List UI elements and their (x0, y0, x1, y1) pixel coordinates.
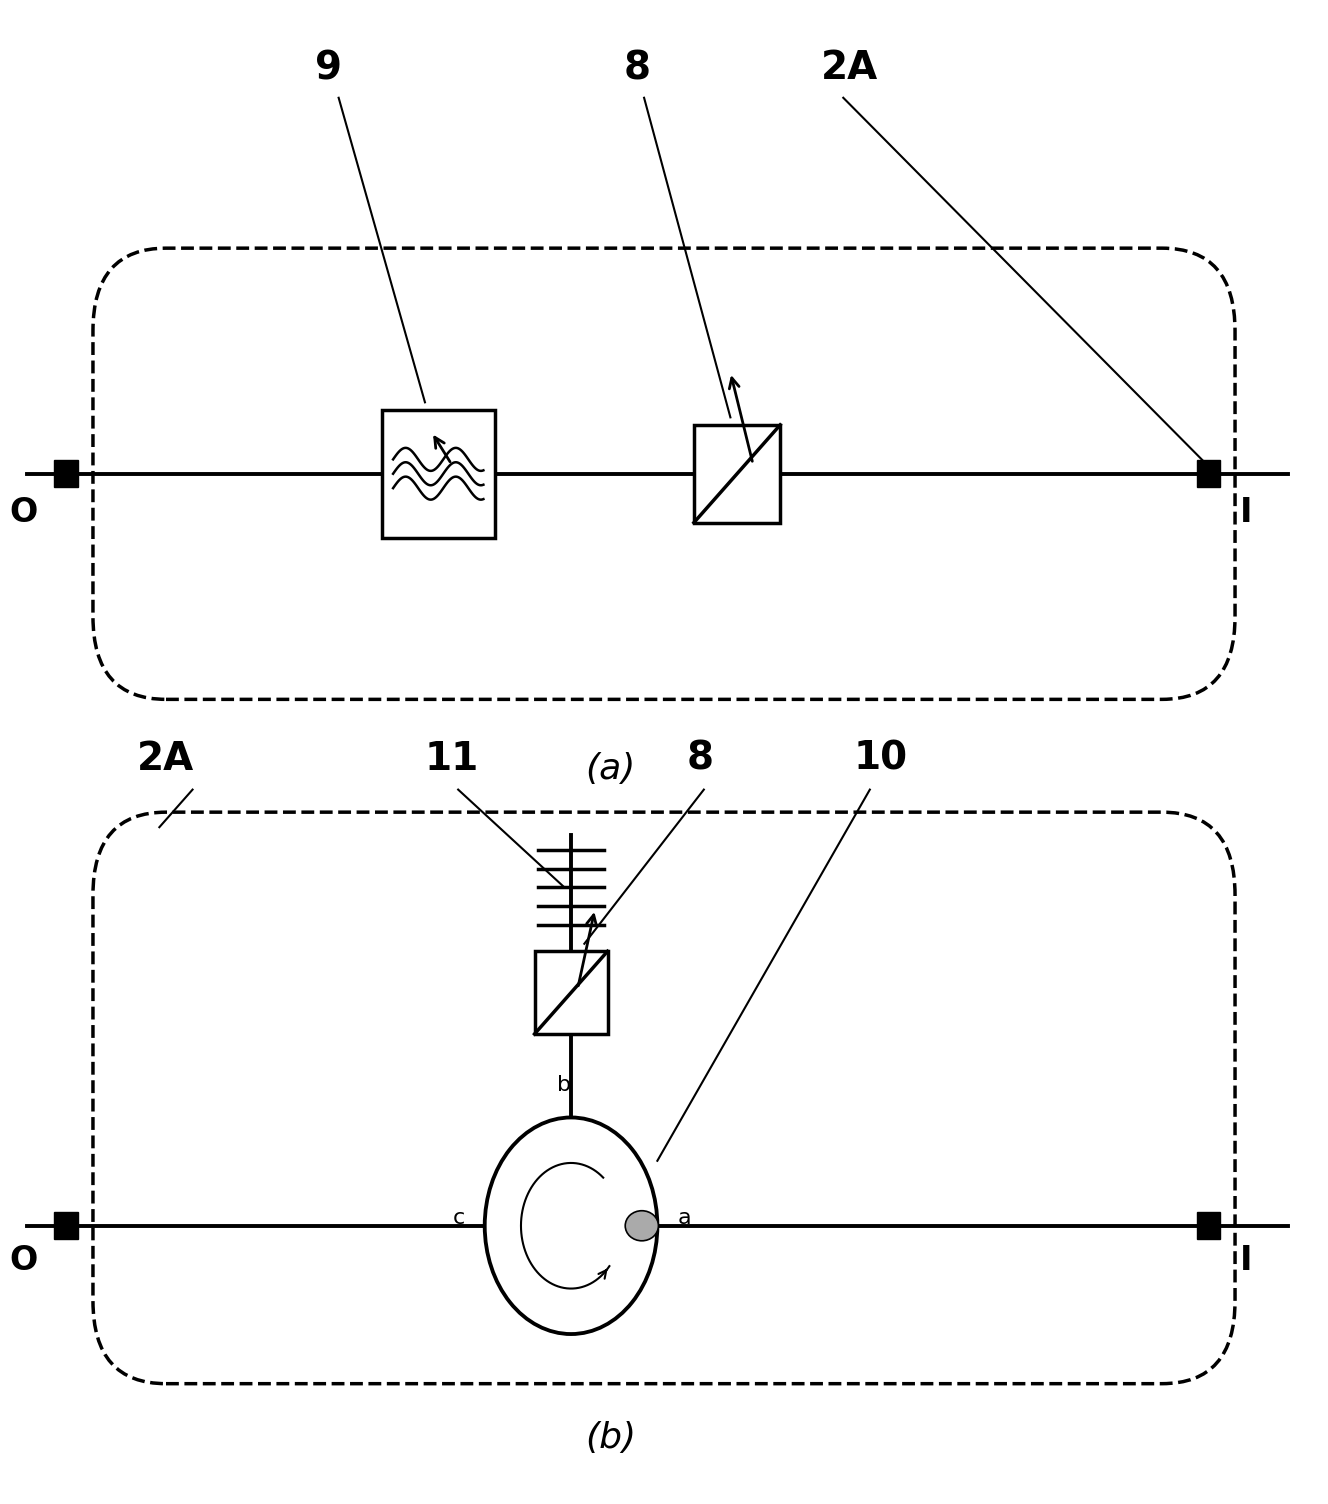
Text: 2A: 2A (137, 740, 195, 778)
Text: b: b (558, 1075, 571, 1095)
Bar (1197, 1212, 1220, 1239)
Text: (a): (a) (586, 752, 636, 787)
Text: 9: 9 (315, 50, 341, 87)
Text: I: I (1239, 1244, 1252, 1277)
Bar (54, 1212, 78, 1239)
Bar (54, 460, 78, 487)
Text: a: a (677, 1208, 691, 1229)
Text: 8: 8 (687, 740, 713, 778)
Ellipse shape (485, 1117, 657, 1334)
Bar (1197, 460, 1220, 487)
Bar (695, 424, 781, 522)
Text: 2A: 2A (821, 50, 879, 87)
Text: I: I (1239, 496, 1252, 529)
Text: 11: 11 (425, 740, 478, 778)
Text: 8: 8 (624, 50, 651, 87)
Text: (b): (b) (586, 1421, 636, 1456)
Ellipse shape (625, 1211, 659, 1241)
Text: c: c (453, 1208, 465, 1229)
Bar (382, 409, 495, 537)
Text: O: O (9, 496, 39, 529)
Text: O: O (9, 1244, 39, 1277)
Bar (534, 952, 607, 1035)
Text: 10: 10 (854, 740, 907, 778)
